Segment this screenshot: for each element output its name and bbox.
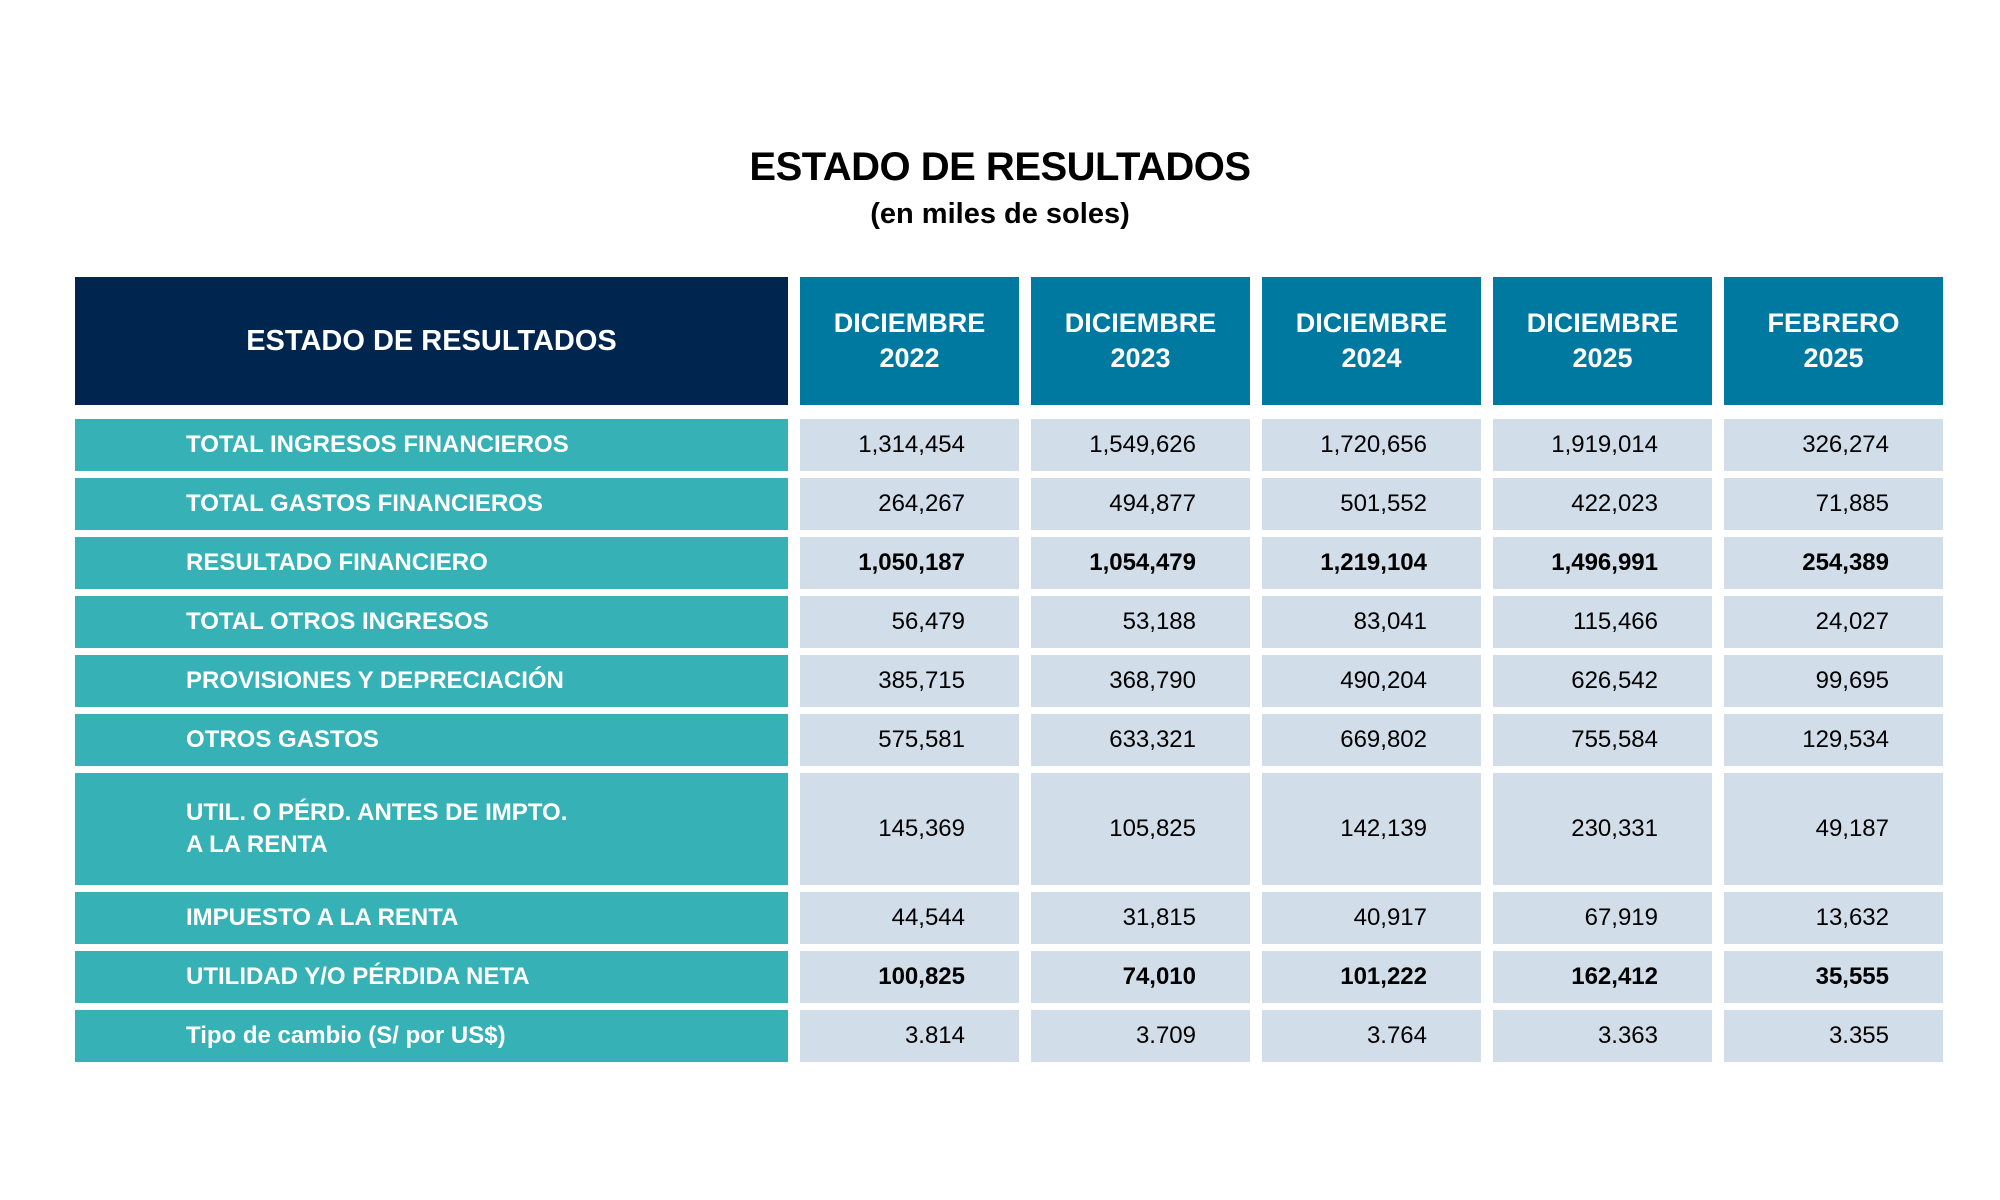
table-cell: 1,919,014 [1493,419,1712,471]
row-label: TOTAL INGRESOS FINANCIEROS [75,419,788,471]
table-cell: 100,825 [800,951,1019,1003]
table-cell: 490,204 [1262,655,1481,707]
table-cell: 74,010 [1031,951,1250,1003]
table-cell: 31,815 [1031,892,1250,944]
row-label: IMPUESTO A LA RENTA [75,892,788,944]
table-cell: 494,877 [1031,478,1250,530]
table-cell: 755,584 [1493,714,1712,766]
table-cell: 1,496,991 [1493,537,1712,589]
table-cell: 1,549,626 [1031,419,1250,471]
table-cell: 115,466 [1493,596,1712,648]
column-header: DICIEMBRE 2023 [1031,277,1250,405]
table-cell: 326,274 [1724,419,1943,471]
column-header: DICIEMBRE 2022 [800,277,1019,405]
column-header-line2: 2023 [1110,343,1171,373]
table-cell: 3.709 [1031,1010,1250,1062]
table-cell: 230,331 [1493,773,1712,885]
row-label: PROVISIONES Y DEPRECIACIÓN [75,655,788,707]
table-cell: 35,555 [1724,951,1943,1003]
income-statement-table: ESTADO DE RESULTADOS DICIEMBRE 2022 DICIEMB… [75,277,1943,1062]
table-cell: 633,321 [1031,714,1250,766]
row-label: UTIL. O PÉRD. ANTES DE IMPTO. A LA RENTA [75,773,788,885]
table-cell: 83,041 [1262,596,1481,648]
row-label-line1: Tipo de cambio (S/ por US$) [186,1022,506,1049]
table-cell: 264,267 [800,478,1019,530]
header-gap [75,406,1943,407]
row-label-line1: TOTAL INGRESOS FINANCIEROS [186,431,569,458]
row-label-line1: IMPUESTO A LA RENTA [186,904,459,931]
row-label: OTROS GASTOS [75,714,788,766]
table-cell: 162,412 [1493,951,1712,1003]
column-header-line2: 2024 [1341,343,1402,373]
row-label: TOTAL GASTOS FINANCIEROS [75,478,788,530]
table-cell: 99,695 [1724,655,1943,707]
table-cell: 368,790 [1031,655,1250,707]
row-label-line1: TOTAL OTROS INGRESOS [186,608,489,635]
column-header-line2: 2025 [1803,343,1864,373]
table-cell: 56,479 [800,596,1019,648]
table-cell: 49,187 [1724,773,1943,885]
table-cell: 24,027 [1724,596,1943,648]
table-cell: 13,632 [1724,892,1943,944]
row-label-line2: A LA RENTA [186,831,328,858]
table-cell: 385,715 [800,655,1019,707]
row-label: TOTAL OTROS INGRESOS [75,596,788,648]
corner-header: ESTADO DE RESULTADOS [75,277,788,405]
table-cell: 145,369 [800,773,1019,885]
table-cell: 1,050,187 [800,537,1019,589]
column-header: DICIEMBRE 2024 [1262,277,1481,405]
table-cell: 1,054,479 [1031,537,1250,589]
table-cell: 254,389 [1724,537,1943,589]
table-cell: 1,314,454 [800,419,1019,471]
table-cell: 1,219,104 [1262,537,1481,589]
table-cell: 40,917 [1262,892,1481,944]
table-cell: 1,720,656 [1262,419,1481,471]
row-label: UTILIDAD Y/O PÉRDIDA NETA [75,951,788,1003]
row-label-line1: RESULTADO FINANCIERO [186,549,488,576]
table-cell: 142,139 [1262,773,1481,885]
column-header-line1: DICIEMBRE [1064,308,1217,338]
table-cell: 3.764 [1262,1010,1481,1062]
table-cell: 669,802 [1262,714,1481,766]
page-title: ESTADO DE RESULTADOS [749,145,1251,189]
row-label: RESULTADO FINANCIERO [75,537,788,589]
table-cell: 501,552 [1262,478,1481,530]
table-cell: 105,825 [1031,773,1250,885]
table-cell: 44,544 [800,892,1019,944]
table-cell: 53,188 [1031,596,1250,648]
table-cell: 3.814 [800,1010,1019,1062]
table-cell: 129,534 [1724,714,1943,766]
table-cell: 575,581 [800,714,1019,766]
table-cell: 67,919 [1493,892,1712,944]
table-cell: 422,023 [1493,478,1712,530]
column-header-line1: FEBRERO [1767,308,1900,338]
table-cell: 101,222 [1262,951,1481,1003]
page-subtitle: (en miles de soles) [870,198,1130,230]
row-label-line1: TOTAL GASTOS FINANCIEROS [186,490,543,517]
table-cell: 71,885 [1724,478,1943,530]
column-header: FEBRERO 2025 [1724,277,1943,405]
column-header-line2: 2022 [879,343,940,373]
row-label-line1: UTIL. O PÉRD. ANTES DE IMPTO. [186,799,568,826]
column-header-line2: 2025 [1572,343,1633,373]
row-label-line1: PROVISIONES Y DEPRECIACIÓN [186,667,564,694]
row-label: Tipo de cambio (S/ por US$) [75,1010,788,1062]
column-header-line1: DICIEMBRE [1295,308,1448,338]
row-label-line1: UTILIDAD Y/O PÉRDIDA NETA [186,963,530,990]
column-header: DICIEMBRE 2025 [1493,277,1712,405]
column-header-line1: DICIEMBRE [833,308,986,338]
table-cell: 626,542 [1493,655,1712,707]
table-cell: 3.355 [1724,1010,1943,1062]
row-label-line1: OTROS GASTOS [186,726,379,753]
table-cell: 3.363 [1493,1010,1712,1062]
column-header-line1: DICIEMBRE [1526,308,1679,338]
